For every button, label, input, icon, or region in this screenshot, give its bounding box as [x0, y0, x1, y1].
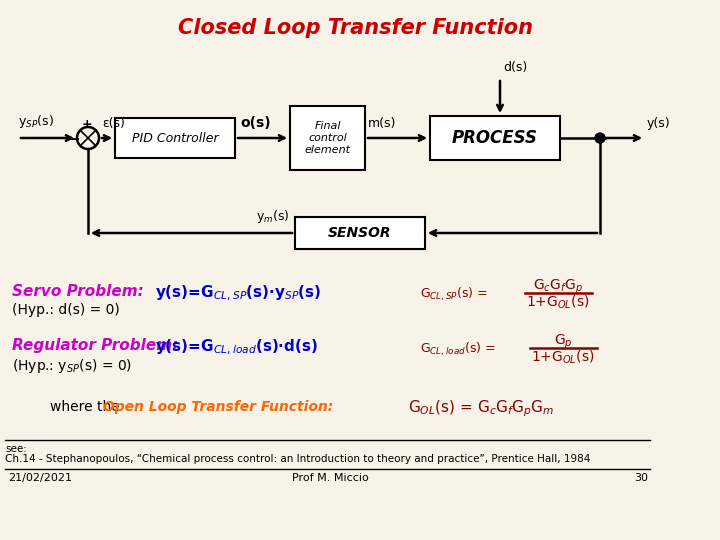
FancyBboxPatch shape — [115, 118, 235, 158]
Text: −: − — [68, 132, 81, 147]
Text: G$_{OL}$(s) = G$_c$G$_f$G$_p$G$_m$: G$_{OL}$(s) = G$_c$G$_f$G$_p$G$_m$ — [408, 398, 554, 419]
Text: Prof M. Miccio: Prof M. Miccio — [292, 473, 369, 483]
Text: 1+G$_{OL}$(s): 1+G$_{OL}$(s) — [531, 349, 595, 367]
Text: G$_p$: G$_p$ — [554, 333, 572, 352]
Text: G$_{CL,load}$(s) =: G$_{CL,load}$(s) = — [420, 341, 496, 359]
Text: Regulator Problem:: Regulator Problem: — [12, 338, 179, 353]
Text: PID Controller: PID Controller — [132, 132, 218, 145]
Text: y(s)=G$_{CL,load}$(s)·d(s): y(s)=G$_{CL,load}$(s)·d(s) — [155, 338, 318, 357]
Text: m(s): m(s) — [368, 117, 397, 130]
Text: ε(s): ε(s) — [102, 117, 125, 130]
FancyBboxPatch shape — [295, 217, 425, 249]
Text: o(s): o(s) — [240, 116, 271, 130]
Text: G$_c$G$_f$G$_p$: G$_c$G$_f$G$_p$ — [533, 278, 583, 296]
Text: 21/02/2021: 21/02/2021 — [8, 473, 72, 483]
FancyBboxPatch shape — [430, 116, 560, 160]
Text: PROCESS: PROCESS — [452, 129, 538, 147]
Text: y(s): y(s) — [647, 117, 670, 130]
Text: see:: see: — [5, 444, 27, 454]
Text: Servo Problem:: Servo Problem: — [12, 284, 144, 299]
FancyBboxPatch shape — [290, 106, 365, 170]
Text: Closed Loop Transfer Function: Closed Loop Transfer Function — [178, 18, 533, 38]
Text: where the: where the — [50, 400, 124, 414]
Text: 1+G$_{OL}$(s): 1+G$_{OL}$(s) — [526, 294, 590, 312]
Text: y$_m$(s): y$_m$(s) — [256, 208, 290, 225]
Text: (Hyp.: y$_{SP}$(s) = 0): (Hyp.: y$_{SP}$(s) = 0) — [12, 357, 132, 375]
Text: Ch.14 - Stephanopoulos, “Chemical process control: an Introduction to theory and: Ch.14 - Stephanopoulos, “Chemical proces… — [5, 454, 590, 464]
Text: y(s)=G$_{CL,SP}$(s)·y$_{SP}$(s): y(s)=G$_{CL,SP}$(s)·y$_{SP}$(s) — [155, 284, 322, 303]
Text: G$_{CL,SP}$(s) =: G$_{CL,SP}$(s) = — [420, 286, 488, 303]
Text: SENSOR: SENSOR — [328, 226, 392, 240]
Text: d(s): d(s) — [503, 62, 527, 75]
Text: (Hyp.: d(s) = 0): (Hyp.: d(s) = 0) — [12, 303, 120, 317]
Text: +: + — [81, 118, 92, 132]
Text: y$_{SP}$(s): y$_{SP}$(s) — [18, 113, 54, 130]
Text: 30: 30 — [634, 473, 648, 483]
Text: Open Loop Transfer Function:: Open Loop Transfer Function: — [103, 400, 333, 414]
Text: Final
control
element: Final control element — [305, 122, 351, 154]
Circle shape — [595, 133, 605, 143]
